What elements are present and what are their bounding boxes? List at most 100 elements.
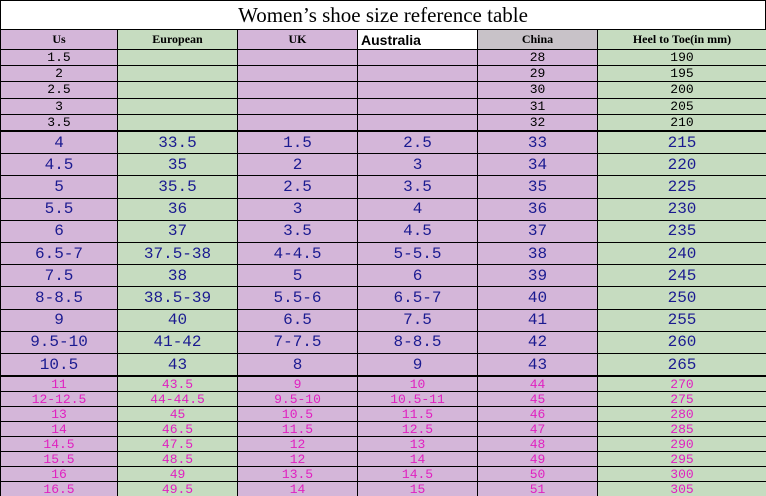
column-header: UK (238, 30, 357, 49)
table-cell (118, 114, 237, 130)
table-cell: 35.5 (118, 176, 237, 198)
table-cell: 42 (478, 331, 597, 353)
table-cell: 2.5 (358, 132, 477, 154)
table-cell: 13 (1, 407, 117, 421)
table-cell: 16 (1, 467, 117, 481)
table-cell: 2 (238, 154, 357, 176)
table-cell: 265 (598, 354, 766, 376)
table-cell: 295 (598, 452, 766, 466)
table-cell: 8 (238, 354, 357, 376)
table-cell: 35 (478, 176, 597, 198)
table-cell: 14 (358, 452, 477, 466)
table-cell: 6.5 (238, 309, 357, 331)
table-cell: 220 (598, 154, 766, 176)
table-cell: 5.5 (1, 198, 117, 220)
table-cell (238, 66, 357, 82)
table-cell: 215 (598, 132, 766, 154)
table-cell: 235 (598, 220, 766, 242)
table-cell: 33 (478, 132, 597, 154)
table-cell: 43.5 (118, 377, 237, 391)
table-cell (118, 82, 237, 98)
table-cell: 270 (598, 377, 766, 391)
table-cell: 9 (1, 309, 117, 331)
table-cell: 3 (358, 154, 477, 176)
table-title: Women’s shoe size reference table (1, 1, 765, 29)
table-cell: 4 (1, 132, 117, 154)
table-cell (358, 66, 477, 82)
table-cell: 260 (598, 331, 766, 353)
table-cell: 14.5 (1, 437, 117, 451)
table-cell: 4.5 (358, 220, 477, 242)
table-cell: 5.5-6 (238, 287, 357, 309)
table-cell: 4 (358, 198, 477, 220)
table-cell: 285 (598, 422, 766, 436)
table-cell: 5 (238, 265, 357, 287)
table-cell: 15 (358, 482, 477, 496)
table-cell: 31 (478, 98, 597, 114)
table-cell: 9.5-10 (1, 331, 117, 353)
table-cell: 14 (238, 482, 357, 496)
table-cell: 210 (598, 114, 766, 130)
table-cell: 3 (238, 198, 357, 220)
table-cell: 13.5 (238, 467, 357, 481)
table-cell: 14.5 (358, 467, 477, 481)
table-cell: 2.5 (1, 82, 117, 98)
table-cell: 40 (478, 287, 597, 309)
table-cell (358, 82, 477, 98)
table-cell: 28 (478, 50, 597, 66)
table-cell: 49 (118, 467, 237, 481)
table-cell: 225 (598, 176, 766, 198)
table-cell: 205 (598, 98, 766, 114)
table-cell: 195 (598, 66, 766, 82)
table-cell: 200 (598, 82, 766, 98)
table-cell: 32 (478, 114, 597, 130)
table-cell (358, 50, 477, 66)
table-cell: 12 (238, 437, 357, 451)
table-cell: 7.5 (358, 309, 477, 331)
table-cell: 33.5 (118, 132, 237, 154)
table-cell: 43 (478, 354, 597, 376)
column-header: Heel to Toe(in mm) (598, 30, 766, 49)
table-cell: 37.5-38 (118, 243, 237, 265)
table-cell: 51 (478, 482, 597, 496)
table-cell: 36 (118, 198, 237, 220)
table-cell (238, 98, 357, 114)
table-cell: 10.5-11 (358, 392, 477, 406)
table-cell: 6.5-7 (1, 243, 117, 265)
table-cell (238, 114, 357, 130)
table-cell: 190 (598, 50, 766, 66)
table-cell: 1.5 (238, 132, 357, 154)
table-cell: 9 (358, 354, 477, 376)
table-cell: 14 (1, 422, 117, 436)
table-cell: 48 (478, 437, 597, 451)
table-cell: 290 (598, 437, 766, 451)
table-cell: 35 (118, 154, 237, 176)
table-cell: 34 (478, 154, 597, 176)
table-cell: 3.5 (1, 114, 117, 130)
table-cell: 37 (118, 220, 237, 242)
table-cell: 275 (598, 392, 766, 406)
table-cell: 36 (478, 198, 597, 220)
table-cell: 6 (1, 220, 117, 242)
table-cell: 10.5 (1, 354, 117, 376)
table-cell: 41 (478, 309, 597, 331)
table-cell: 12 (238, 452, 357, 466)
table-cell: 11.5 (358, 407, 477, 421)
table-cell: 9.5-10 (238, 392, 357, 406)
table-cell: 44-44.5 (118, 392, 237, 406)
table-cell: 11.5 (238, 422, 357, 436)
table-cell (358, 98, 477, 114)
table-cell: 46.5 (118, 422, 237, 436)
table-cell: 7-7.5 (238, 331, 357, 353)
column-header: Us (1, 30, 117, 49)
table-cell: 44 (478, 377, 597, 391)
table-cell (358, 114, 477, 130)
table-cell: 3.5 (358, 176, 477, 198)
table-cell: 38 (118, 265, 237, 287)
table-cell: 5 (1, 176, 117, 198)
table-cell: 49.5 (118, 482, 237, 496)
table-cell: 8-8.5 (358, 331, 477, 353)
table-cell: 300 (598, 467, 766, 481)
table-cell: 3 (1, 98, 117, 114)
table-cell: 45 (478, 392, 597, 406)
